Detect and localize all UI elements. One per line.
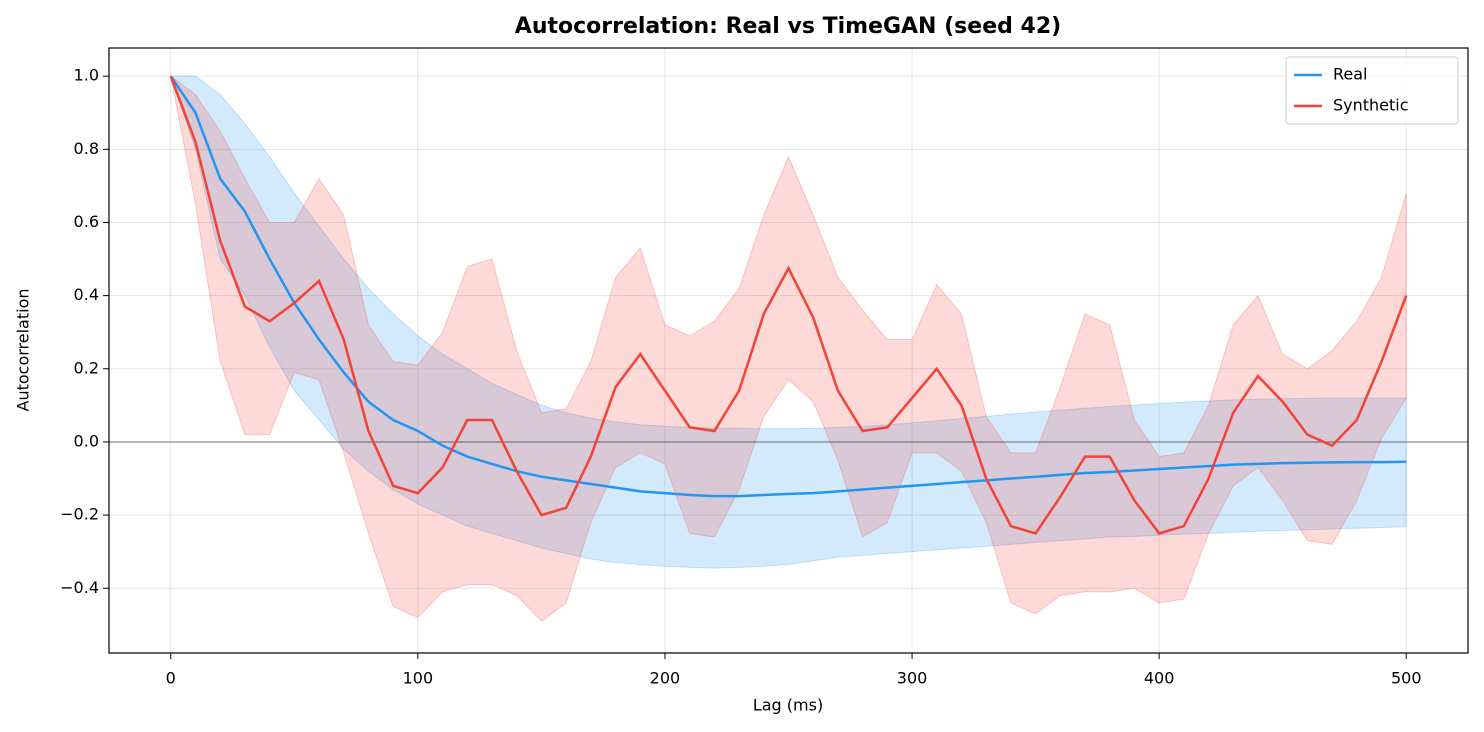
legend-box — [1285, 56, 1459, 125]
y-tick-label: 0.0 — [74, 431, 99, 450]
x-axis-label: Lag (ms) — [753, 696, 823, 715]
series-line — [169, 75, 1407, 498]
series-line — [169, 75, 1408, 535]
plot-frame — [108, 47, 1469, 654]
y-tick-label: 0.8 — [74, 139, 99, 158]
legend-label: Synthetic — [1333, 96, 1409, 115]
chart-title: Autocorrelation: Real vs TimeGAN (seed 4… — [515, 14, 1061, 39]
legend-label: Real — [1333, 65, 1368, 84]
x-tick-label: 100 — [403, 669, 434, 688]
y-tick-label: 0.6 — [74, 212, 99, 231]
x-tick-label: 0 — [166, 669, 176, 688]
x-tick-label: 300 — [897, 669, 928, 688]
y-tick-label: 0.4 — [74, 285, 99, 304]
confidence-band — [170, 74, 1407, 622]
y-tick-label: −0.2 — [60, 505, 99, 524]
x-tick-label: 200 — [650, 669, 681, 688]
y-tick-label: 1.0 — [74, 66, 99, 85]
y-tick-label: 0.2 — [74, 358, 99, 377]
y-tick-label: −0.4 — [60, 578, 99, 597]
x-tick-label: 500 — [1391, 669, 1422, 688]
x-tick-label: 400 — [1144, 669, 1175, 688]
y-axis-label: Autocorrelation — [14, 289, 33, 412]
